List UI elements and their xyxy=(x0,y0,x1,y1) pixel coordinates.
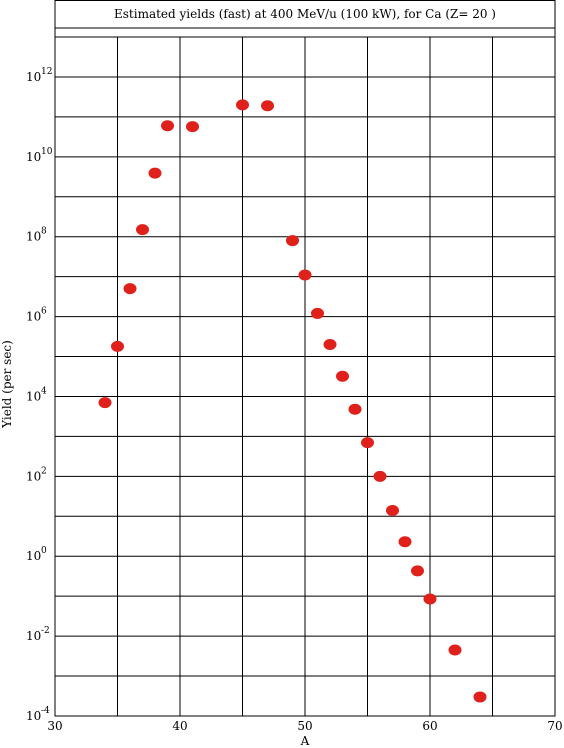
y-tick-base: 10 xyxy=(26,310,41,324)
data-point xyxy=(136,224,149,236)
y-tick-exponent: 0 xyxy=(41,546,47,556)
data-point xyxy=(111,340,124,352)
y-tick-exponent: -4 xyxy=(41,706,50,716)
x-tick-label: 50 xyxy=(297,719,312,733)
data-point xyxy=(411,565,424,577)
data-point xyxy=(123,283,137,295)
data-point xyxy=(98,397,112,409)
data-point xyxy=(361,437,374,449)
data-point xyxy=(448,644,462,656)
y-tick-label: 10 4 xyxy=(26,386,47,403)
data-points xyxy=(98,99,487,703)
y-tick-label: 10 6 xyxy=(26,307,47,324)
y-tick-label: 10 8 xyxy=(26,227,47,244)
x-tick-label: 40 xyxy=(172,719,187,733)
data-point xyxy=(323,339,337,351)
data-point xyxy=(186,121,199,133)
y-tick-base: 10 xyxy=(26,150,41,164)
data-point xyxy=(298,269,312,281)
data-point xyxy=(386,504,399,516)
data-point xyxy=(348,403,362,415)
x-axis-label: A xyxy=(300,734,310,748)
data-point xyxy=(336,370,349,382)
data-point xyxy=(423,593,437,605)
y-tick-exponent: 10 xyxy=(41,147,53,157)
data-point xyxy=(473,691,487,703)
y-tick-label: 10 12 xyxy=(26,67,52,84)
chart-title: Estimated yields (fast) at 400 MeV/u (10… xyxy=(114,7,496,21)
data-point xyxy=(261,100,274,112)
y-tick-exponent: 8 xyxy=(41,227,47,237)
y-tick-base: 10 xyxy=(26,469,41,483)
y-tick-exponent: 4 xyxy=(41,386,47,396)
y-tick-exponent: 6 xyxy=(41,307,47,317)
y-tick-base: 10 xyxy=(26,70,41,84)
y-tick-base: 10 xyxy=(26,230,41,244)
x-tick-label: 60 xyxy=(422,719,437,733)
y-axis-label: Yield (per sec) xyxy=(0,340,14,429)
y-tick-exponent: 12 xyxy=(41,67,52,77)
y-tick-base: 10 xyxy=(26,389,41,403)
data-point xyxy=(373,470,387,482)
data-point xyxy=(286,235,299,247)
x-tick-label: 70 xyxy=(547,719,562,733)
data-point xyxy=(236,99,249,111)
y-tick-label: 10 2 xyxy=(26,466,47,483)
data-point xyxy=(148,167,162,179)
y-tick-exponent: 2 xyxy=(41,466,47,476)
y-tick-label: 10 -2 xyxy=(26,626,50,643)
y-tick-label: 10 10 xyxy=(26,147,53,164)
data-point xyxy=(161,120,174,132)
data-point xyxy=(398,536,412,548)
grid-lines xyxy=(55,37,555,716)
y-tick-exponent: -2 xyxy=(41,626,50,636)
y-tick-label: 10 0 xyxy=(26,546,47,563)
data-point xyxy=(311,307,324,319)
frame-border xyxy=(54,0,556,717)
y-tick-base: 10 xyxy=(26,629,41,643)
y-tick-base: 10 xyxy=(26,709,41,723)
y-tick-base: 10 xyxy=(26,549,41,563)
x-tick-label: 30 xyxy=(47,719,62,733)
y-tick-label: 10 -4 xyxy=(26,706,50,723)
x-tick-labels: 30 40 50 60 70 xyxy=(47,719,562,733)
plot-frame xyxy=(54,0,556,717)
